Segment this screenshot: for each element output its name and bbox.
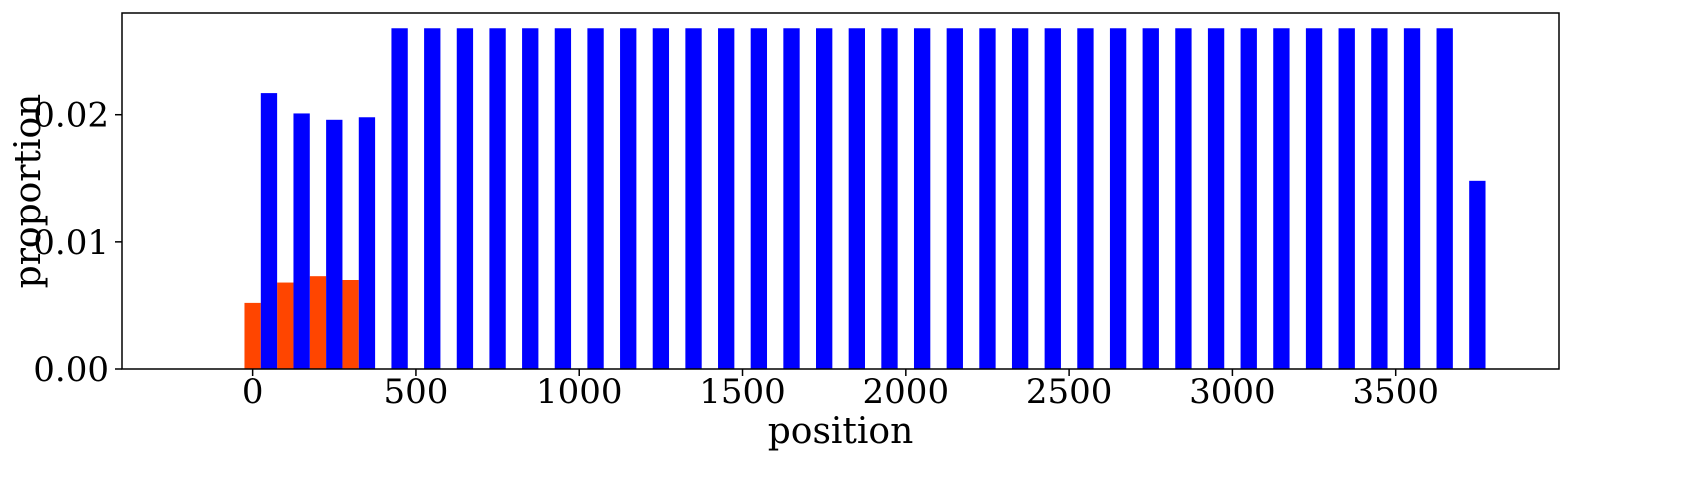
bar-series-1-34 [1371, 28, 1388, 370]
bar-series-1-30 [1240, 28, 1257, 370]
bar-series-0-1 [277, 282, 294, 369]
bar-series-1-25 [1077, 28, 1094, 370]
bar-series-1-35 [1403, 28, 1421, 370]
plot-frame [121, 12, 1560, 370]
bar-series-1-6 [456, 28, 474, 370]
bar-series-1-5 [424, 28, 441, 370]
x-tick-label: 3500 [1352, 372, 1439, 412]
x-tick-label: 3000 [1189, 372, 1276, 412]
x-tick-label: 2000 [863, 372, 950, 412]
bar-series-1-22 [979, 28, 996, 370]
bar-series-1-16 [783, 28, 800, 370]
bar-series-1-18 [848, 28, 865, 370]
bar-series-1-14 [718, 28, 735, 370]
bar-series-1-31 [1273, 28, 1290, 370]
bar-series-1-28 [1175, 28, 1192, 370]
bar-series-1-8 [522, 28, 539, 370]
bar-series-1-10 [587, 28, 604, 370]
bar-series-1-23 [1011, 28, 1029, 370]
bar-series-1-15 [750, 28, 768, 370]
bar-series-1-9 [554, 28, 572, 370]
y-tick-label: 0.01 [33, 223, 109, 263]
bar-series-1-37 [1469, 180, 1486, 369]
bar-series-1-3 [358, 117, 376, 369]
bar-series-1-17 [816, 28, 833, 370]
bar-series-1-11 [620, 28, 637, 370]
bar-series-1-13 [685, 28, 702, 370]
bar-series-1-20 [913, 28, 931, 370]
bar-series-1-29 [1207, 28, 1225, 370]
x-axis-label: position [768, 411, 914, 452]
bar-series-1-0 [260, 93, 278, 369]
x-tick-label: 0 [242, 372, 264, 412]
bar-series-1-1 [293, 113, 310, 369]
bar-series-1-32 [1305, 28, 1323, 370]
bar-series-1-7 [489, 28, 506, 370]
y-axis-label: proportion [8, 94, 49, 289]
bar-series-1-27 [1142, 28, 1159, 370]
x-tick-label: 1000 [536, 372, 623, 412]
bar-series-0-3 [342, 280, 359, 369]
y-tick-label: 0.02 [33, 96, 109, 136]
x-tick-label: 500 [383, 372, 448, 412]
bar-series-1-21 [946, 28, 963, 370]
bar-series-1-36 [1436, 28, 1453, 370]
bar-series-0-2 [309, 276, 327, 369]
bar-series-1-12 [652, 28, 670, 370]
ticks-layer: 0 500 1000 1500 2000 2500 3000 3500 0.00 0.01 0.02 [33, 96, 1439, 412]
bar-series-1-19 [881, 28, 898, 370]
y-tick-label: 0.00 [33, 350, 109, 390]
x-tick-label: 2500 [1026, 372, 1113, 412]
bars-layer [244, 28, 1486, 370]
bar-series-1-4 [391, 28, 408, 370]
bar-series-1-24 [1044, 28, 1061, 370]
bar-series-1-26 [1109, 28, 1127, 370]
bar-series-0-0 [244, 302, 261, 369]
bar-series-1-33 [1338, 28, 1355, 370]
bar-series-1-2 [326, 119, 343, 369]
x-tick-label: 1500 [699, 372, 786, 412]
